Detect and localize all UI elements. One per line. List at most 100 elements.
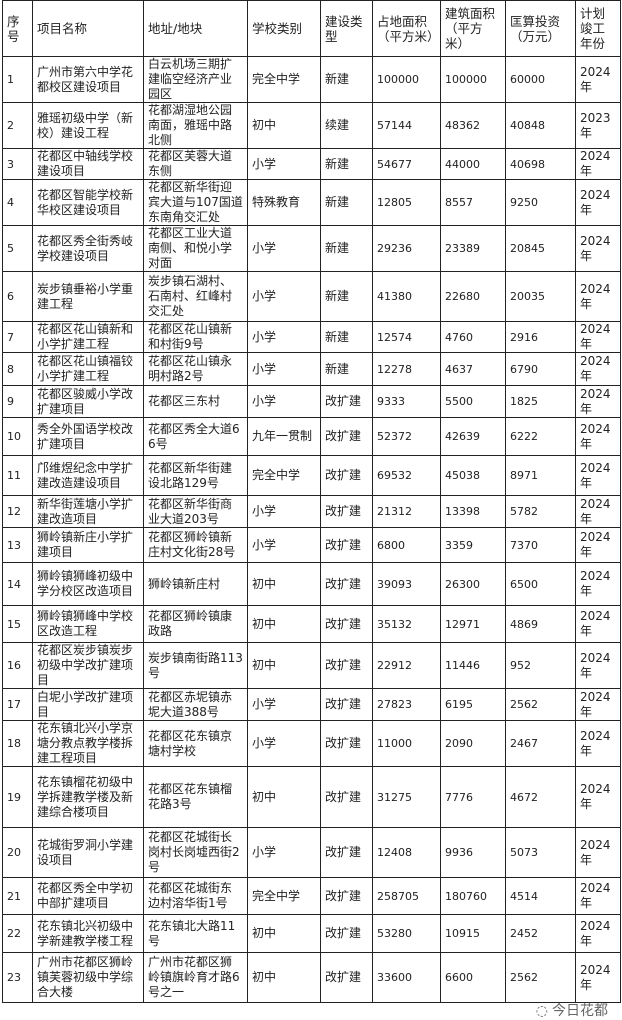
table-cell: 续建 bbox=[320, 102, 373, 149]
table-cell: 小学 bbox=[247, 827, 321, 878]
table-cell: 8971 bbox=[505, 455, 576, 496]
table-cell: 11000 bbox=[372, 720, 441, 767]
watermark: ◌ 今日花都 bbox=[535, 1003, 608, 1019]
wechat-icon: ◌ bbox=[535, 1003, 548, 1019]
table-cell: 180760 bbox=[440, 877, 506, 915]
table-cell: 39093 bbox=[372, 562, 441, 606]
table-cell: 6600 bbox=[440, 952, 506, 1003]
table-row: 17 白坭小学改扩建项目 花都区赤坭镇赤坭大道388号 小学 改扩建 27823 6195 2… bbox=[2, 688, 621, 721]
table-cell: 花都区新华街商业大道203号 bbox=[143, 495, 248, 528]
table-cell: 炭步镇南街路113号 bbox=[143, 642, 248, 689]
table-cell: 改扩建 bbox=[320, 385, 373, 418]
table-cell: 12805 bbox=[372, 179, 441, 226]
table-cell: 2916 bbox=[505, 321, 576, 353]
table-row: 18 花东镇北兴小学京塘分教点教学楼拆建工程项目 花都区花东镇京塘村学校 小学 改扩建 1… bbox=[2, 720, 621, 767]
table-cell: 小学 bbox=[247, 720, 321, 767]
table-cell: 小学 bbox=[247, 148, 321, 180]
table-cell: 26300 bbox=[440, 562, 506, 606]
table-cell: 花都区花山镇永明村路2号 bbox=[143, 352, 248, 386]
table-row: 4 花都区智能学校新华校区建设项目 花都区新华街迎宾大道与107国道东南角交汇处 特殊… bbox=[2, 179, 621, 226]
table-row: 3 花都区中轴线学校建设项目 花都区芙蓉大道东侧 小学 新建 54677 44000 4069… bbox=[2, 148, 621, 180]
table-cell: 6790 bbox=[505, 352, 576, 386]
table-cell: 4637 bbox=[440, 352, 506, 386]
table-cell: 952 bbox=[505, 642, 576, 689]
table-cell: 258705 bbox=[372, 877, 441, 915]
table-row: 10 秀全外国语学校改扩建项目 花都区秀全大道66号 九年一贯制 改扩建 52372 426… bbox=[2, 417, 621, 456]
table-cell: 2024年 bbox=[575, 720, 621, 767]
table-cell: 花都区花山镇新和村街9号 bbox=[143, 321, 248, 353]
table-cell: 炭步镇垂裕小学重建工程 bbox=[32, 271, 144, 322]
column-header: 地址/地块 bbox=[143, 0, 248, 57]
table-cell: 初中 bbox=[247, 642, 321, 689]
table-cell: 改扩建 bbox=[320, 562, 373, 606]
table-cell: 2024年 bbox=[575, 271, 621, 322]
table-row: 1 广州市第六中学花都校区建设项目 白云机场三期扩建临空经济产业园区 完全中学 新建 10… bbox=[2, 56, 621, 103]
table-cell: 22912 bbox=[372, 642, 441, 689]
table-cell: 6800 bbox=[372, 527, 441, 563]
table-cell: 27823 bbox=[372, 688, 441, 721]
table-cell: 2562 bbox=[505, 688, 576, 721]
table-cell: 10915 bbox=[440, 914, 506, 953]
table-cell: 57144 bbox=[372, 102, 441, 149]
table-cell: 2024年 bbox=[575, 877, 621, 915]
table-cell: 1825 bbox=[505, 385, 576, 418]
table-cell: 6195 bbox=[440, 688, 506, 721]
table-cell: 41380 bbox=[372, 271, 441, 322]
table-cell: 2024年 bbox=[575, 688, 621, 721]
table-cell: 完全中学 bbox=[247, 877, 321, 915]
table-cell: 改扩建 bbox=[320, 720, 373, 767]
column-header: 序号 bbox=[2, 0, 33, 57]
table-cell: 29236 bbox=[372, 225, 441, 272]
table-cell: 新建 bbox=[320, 148, 373, 180]
table-cell: 40848 bbox=[505, 102, 576, 149]
table-cell: 48362 bbox=[440, 102, 506, 149]
table-cell: 17 bbox=[2, 688, 33, 721]
column-header: 建筑面积（平方米） bbox=[440, 0, 506, 57]
table-cell: 新建 bbox=[320, 352, 373, 386]
table-cell: 31275 bbox=[372, 766, 441, 828]
table-cell: 改扩建 bbox=[320, 605, 373, 643]
table-cell: 初中 bbox=[247, 952, 321, 1003]
table-cell: 雅瑶初级中学（新校）建设工程 bbox=[32, 102, 144, 149]
table-cell: 新建 bbox=[320, 179, 373, 226]
table-cell: 花都区秀全街秀岐学校建设项目 bbox=[32, 225, 144, 272]
table-row: 8 花都区花山镇福铰小学扩建工程 花都区花山镇永明村路2号 小学 新建 12278 4637… bbox=[2, 352, 621, 386]
table-cell: 9 bbox=[2, 385, 33, 418]
table-cell: 初中 bbox=[247, 102, 321, 149]
table-cell: 狮岭镇新庄村 bbox=[143, 562, 248, 606]
table-cell: 9333 bbox=[372, 385, 441, 418]
table-cell: 花都区狮岭镇康政路 bbox=[143, 605, 248, 643]
table-cell: 白坭小学改扩建项目 bbox=[32, 688, 144, 721]
table-cell: 小学 bbox=[247, 352, 321, 386]
table-row: 13 狮岭镇新庄小学扩建项目 花都区狮岭镇新庄村文化街28号 小学 改扩建 6800 335… bbox=[2, 527, 621, 563]
table-cell: 改扩建 bbox=[320, 914, 373, 953]
table-cell: 改扩建 bbox=[320, 642, 373, 689]
table-cell: 改扩建 bbox=[320, 827, 373, 878]
table-cell: 花东镇北大路11号 bbox=[143, 914, 248, 953]
column-header: 计划竣工年份 bbox=[575, 0, 621, 57]
table-cell: 小学 bbox=[247, 688, 321, 721]
table-cell: 2024年 bbox=[575, 952, 621, 1003]
table-row: 14 狮岭镇狮峰初级中学分校区改造项目 狮岭镇新庄村 初中 改扩建 39093 26300 6… bbox=[2, 562, 621, 606]
table-row: 20 花城街罗洞小学建设项目 花都区花城街长岗村长岗墟西街2号 小学 改扩建 12408 9… bbox=[2, 827, 621, 878]
table-cell: 2467 bbox=[505, 720, 576, 767]
table-row: 23 广州市花都区狮岭镇芙蓉初级中学综合大楼 广州市花都区狮岭镇旗岭育才路6号之一初… bbox=[2, 952, 621, 1003]
table-cell: 4760 bbox=[440, 321, 506, 353]
table-cell: 新建 bbox=[320, 321, 373, 353]
table-cell: 新建 bbox=[320, 225, 373, 272]
table-cell: 4 bbox=[2, 179, 33, 226]
table-cell: 9936 bbox=[440, 827, 506, 878]
table-cell: 花东镇北兴初级中学新建教学楼工程 bbox=[32, 914, 144, 953]
table-cell: 花东镇榴花初级中学拆建教学楼及新建综合楼项目 bbox=[32, 766, 144, 828]
table-cell: 初中 bbox=[247, 605, 321, 643]
table-row: 5 花都区秀全街秀岐学校建设项目 花都区工业大道南侧、和悦小学对面 小学 新建 29236… bbox=[2, 225, 621, 272]
table-cell: 12971 bbox=[440, 605, 506, 643]
table-cell: 2023年 bbox=[575, 102, 621, 149]
table-cell: 13398 bbox=[440, 495, 506, 528]
table-cell: 花都区花山镇新和小学扩建工程 bbox=[32, 321, 144, 353]
table-cell: 3 bbox=[2, 148, 33, 180]
table-cell: 花都区芙蓉大道东侧 bbox=[143, 148, 248, 180]
table-cell: 2024年 bbox=[575, 56, 621, 103]
table-cell: 13 bbox=[2, 527, 33, 563]
table-cell: 小学 bbox=[247, 225, 321, 272]
